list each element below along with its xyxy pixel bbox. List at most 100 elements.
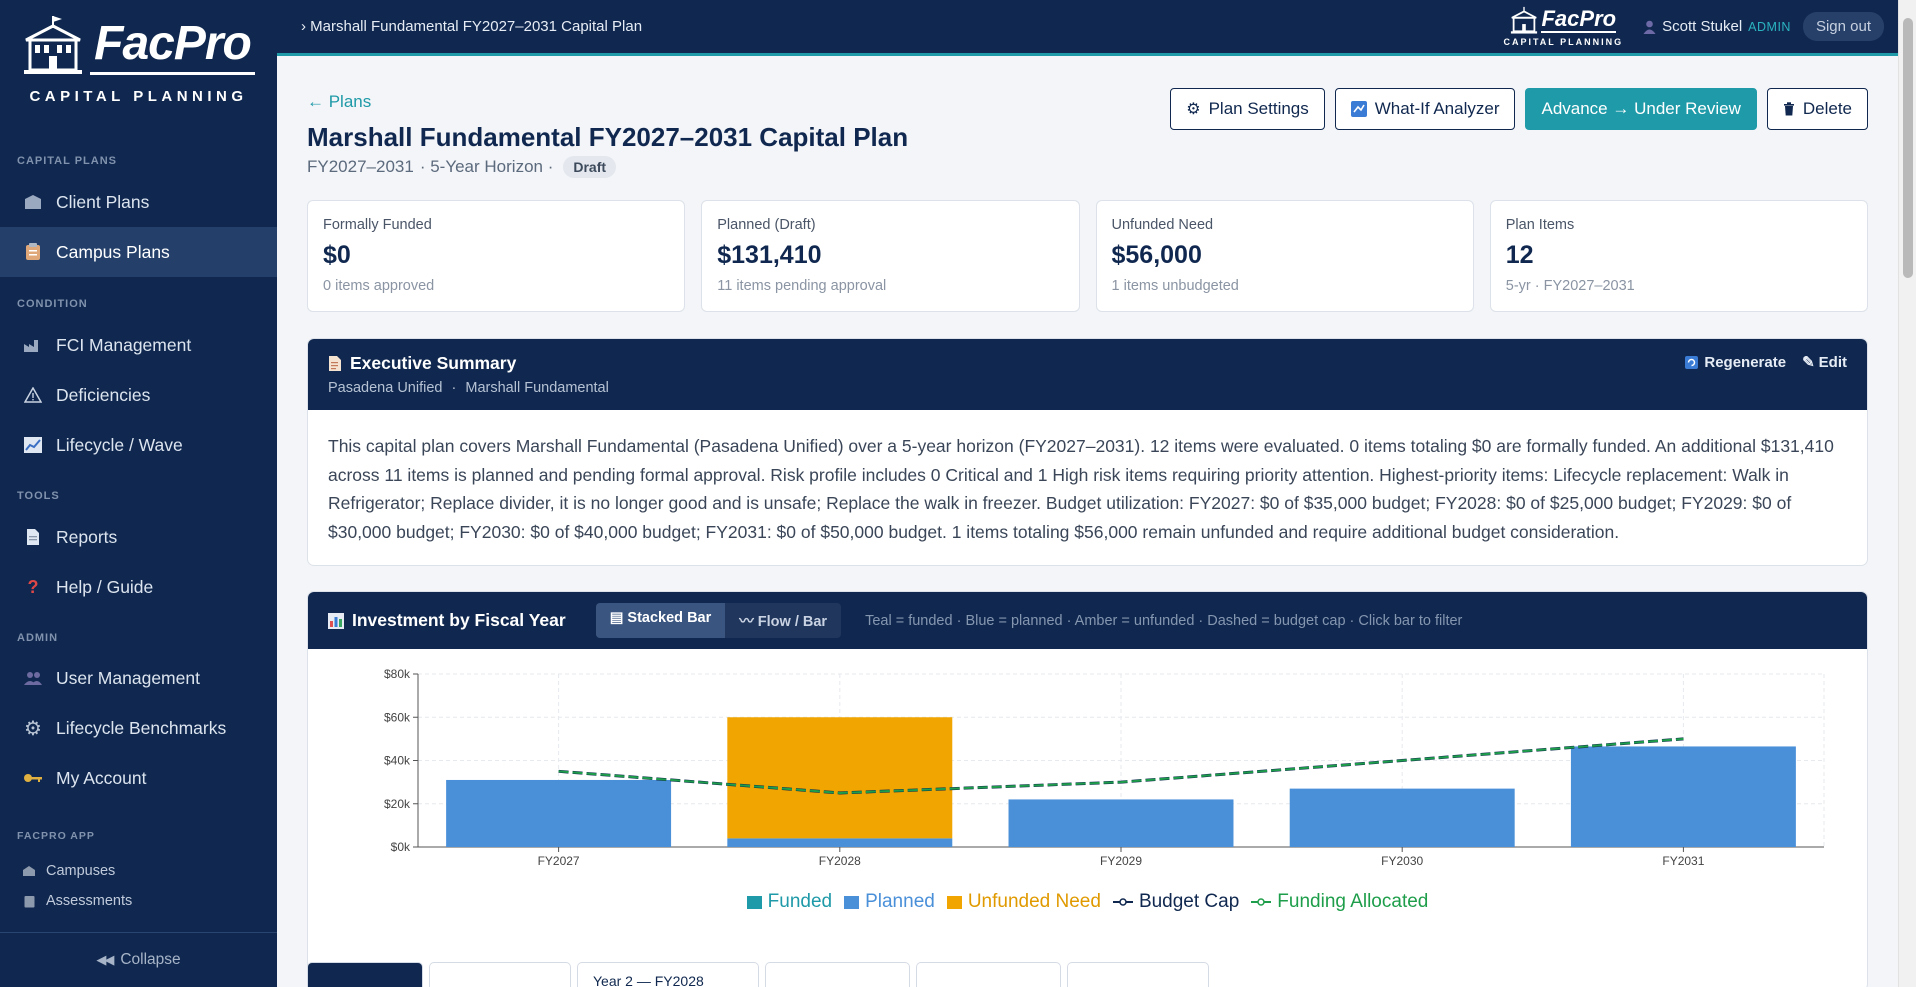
warning-icon [22,384,44,406]
collapse-button[interactable]: ◀◀ Collapse [0,932,277,987]
collapse-label: Collapse [120,951,181,968]
legend-funding-allocated[interactable]: Funding Allocated [1251,891,1428,913]
sidebar-item-assessments[interactable]: Assessments [0,887,277,915]
scrollbar-thumb[interactable] [1903,18,1913,278]
kpi-label: Formally Funded [323,217,432,233]
nav-section-tools: TOOLS [17,490,60,502]
legend-label: Budget Cap [1138,891,1240,912]
edit-summary-button[interactable]: ✎ Edit [1802,353,1847,372]
sidebar-item-label: Client Plans [56,191,150,212]
legend-budget-cap[interactable]: Budget Cap [1112,891,1240,913]
nav-section-condition: CONDITION [17,298,88,310]
bar-unfunded-need [727,717,953,839]
kpi-value: $0 [323,241,351,269]
kpi-unfunded-need: Unfunded Need $56,000 1 items unbudgeted [1095,200,1474,312]
legend-line-marker [1112,898,1133,906]
stacked-bar-toggle[interactable]: ▤ Stacked Bar [595,603,726,638]
chart-hint: Teal = funded · Blue = planned · Amber =… [865,612,1463,629]
clipboard-icon [22,241,44,263]
y-tick-label: $40k [384,754,411,768]
tab-year-2[interactable]: Year 2 — FY2028 [577,962,759,987]
client-name: Pasadena Unified [328,380,443,396]
delete-plan-button[interactable]: Delete [1766,88,1868,130]
factory-icon [22,334,44,356]
sidebar-item-deficiencies[interactable]: Deficiencies [0,370,277,420]
kpi-label: Unfunded Need [1111,217,1214,233]
tab-year-5[interactable] [1067,962,1209,987]
what-if-analyzer-button[interactable]: What-If Analyzer [1334,88,1516,130]
building-icon [22,191,44,213]
investment-chart-header: Investment by Fiscal Year ▤ Stacked Bar … [308,592,1867,649]
bar-planned [727,838,953,847]
legend-label: Planned [865,891,935,912]
sidebar-item-label: My Account [56,767,147,788]
plan-settings-button[interactable]: ⚙ Plan Settings [1170,88,1325,130]
subtitle-separator: · [451,380,457,396]
kpi-value: $131,410 [717,241,822,269]
legend-label: Funded [767,891,833,912]
brand-logo[interactable]: FacPro CAPITAL PLANNING [0,0,277,122]
sidebar-item-label: Deficiencies [56,384,151,405]
legend-unfunded-need[interactable]: Unfunded Need [946,891,1101,913]
bar-chart-icon [328,612,344,629]
topbar-brand-logo[interactable]: FacPro CAPITAL PLANNING [1503,6,1624,48]
x-tick-label: FY2028 [819,854,861,868]
flow-bar-toggle[interactable]: 〰 Flow / Bar [739,614,828,630]
legend-swatch [946,895,962,909]
top-bar: › Marshall Fundamental FY2027–2031 Capit… [277,0,1898,56]
year-tabs: Year 2 — FY2028 [307,962,1209,987]
sidebar-item-user-management[interactable]: User Management [0,653,277,703]
topbar-brand-tagline: CAPITAL PLANNING [1503,37,1624,47]
sidebar-item-client-plans[interactable]: Client Plans [0,177,277,227]
user-menu[interactable]: Scott Stukel ADMIN [1643,18,1791,35]
kpi-row: Formally Funded $0 0 items approved Plan… [307,200,1868,312]
gear-icon: ⚙ [1186,101,1201,118]
sidebar-item-help-guide[interactable]: ? Help / Guide [0,562,277,612]
x-tick-label: FY2029 [1100,854,1142,868]
tab-year-4[interactable] [916,962,1061,987]
plan-actions: ⚙ Plan Settings What-If Analyzer Advance… [1170,88,1868,130]
breadcrumb[interactable]: › Marshall Fundamental FY2027–2031 Capit… [301,18,643,35]
sidebar-item-label: FCI Management [56,334,192,355]
tab-year-1[interactable] [429,962,571,987]
sidebar-item-label: Campus Plans [56,241,170,262]
campus-name: Marshall Fundamental [465,380,609,396]
trash-icon [1783,102,1794,116]
legend-planned[interactable]: Planned [844,891,935,913]
user-role-badge: ADMIN [1748,19,1791,34]
sidebar-item-label: Reports [56,526,118,547]
kpi-value: 12 [1505,241,1534,269]
regenerate-button[interactable]: Regenerate [1685,353,1786,371]
tab-year-3[interactable] [765,962,910,987]
kpi-plan-items: Plan Items 12 5-yr · FY2027–2031 [1489,200,1868,312]
legend-funded[interactable]: Funded [746,891,833,913]
user-icon [1643,20,1656,34]
stacked-bar-label: Stacked Bar [627,610,712,626]
regenerate-label: Regenerate [1704,353,1787,371]
sidebar-item-my-account[interactable]: My Account [0,753,277,803]
edit-label: Edit [1818,353,1847,371]
x-tick-label: FY2030 [1381,854,1423,868]
flow-bar-label: Flow / Bar [757,614,828,630]
kpi-sub: 1 items unbudgeted [1111,278,1239,294]
executive-summary-header: Executive Summary Pasadena Unified · Mar… [308,339,1867,410]
sidebar-item-lifecycle-wave[interactable]: Lifecycle / Wave [0,420,277,470]
page-scrollbar[interactable] [1898,0,1916,987]
sidebar-item-campuses[interactable]: Campuses [0,857,277,885]
brand-name: FacPro [90,16,255,75]
tab-all-years[interactable] [307,962,423,987]
school-icon [22,864,36,878]
sidebar-item-campus-plans[interactable]: Campus Plans [0,227,277,277]
sidebar-item-fci-management[interactable]: FCI Management [0,320,277,370]
sidebar-item-lifecycle-benchmarks[interactable]: ⚙ Lifecycle Benchmarks [0,703,277,753]
advance-status-button[interactable]: Advance → Under Review [1525,88,1757,130]
x-tick-label: FY2027 [538,854,580,868]
sign-out-button[interactable]: Sign out [1802,12,1884,41]
back-to-plans-link[interactable]: ← Plans [307,92,372,111]
sidebar-item-reports[interactable]: Reports [0,512,277,562]
y-tick-label: $80k [384,667,411,681]
legend-line-marker [1251,898,1272,906]
investment-chart-area: $0k $20k $40k $60k $80k FY2027 FY2028 FY2029 FY2… [308,649,1867,937]
y-tick-label: $60k [384,710,411,724]
legend-swatch [746,895,762,909]
